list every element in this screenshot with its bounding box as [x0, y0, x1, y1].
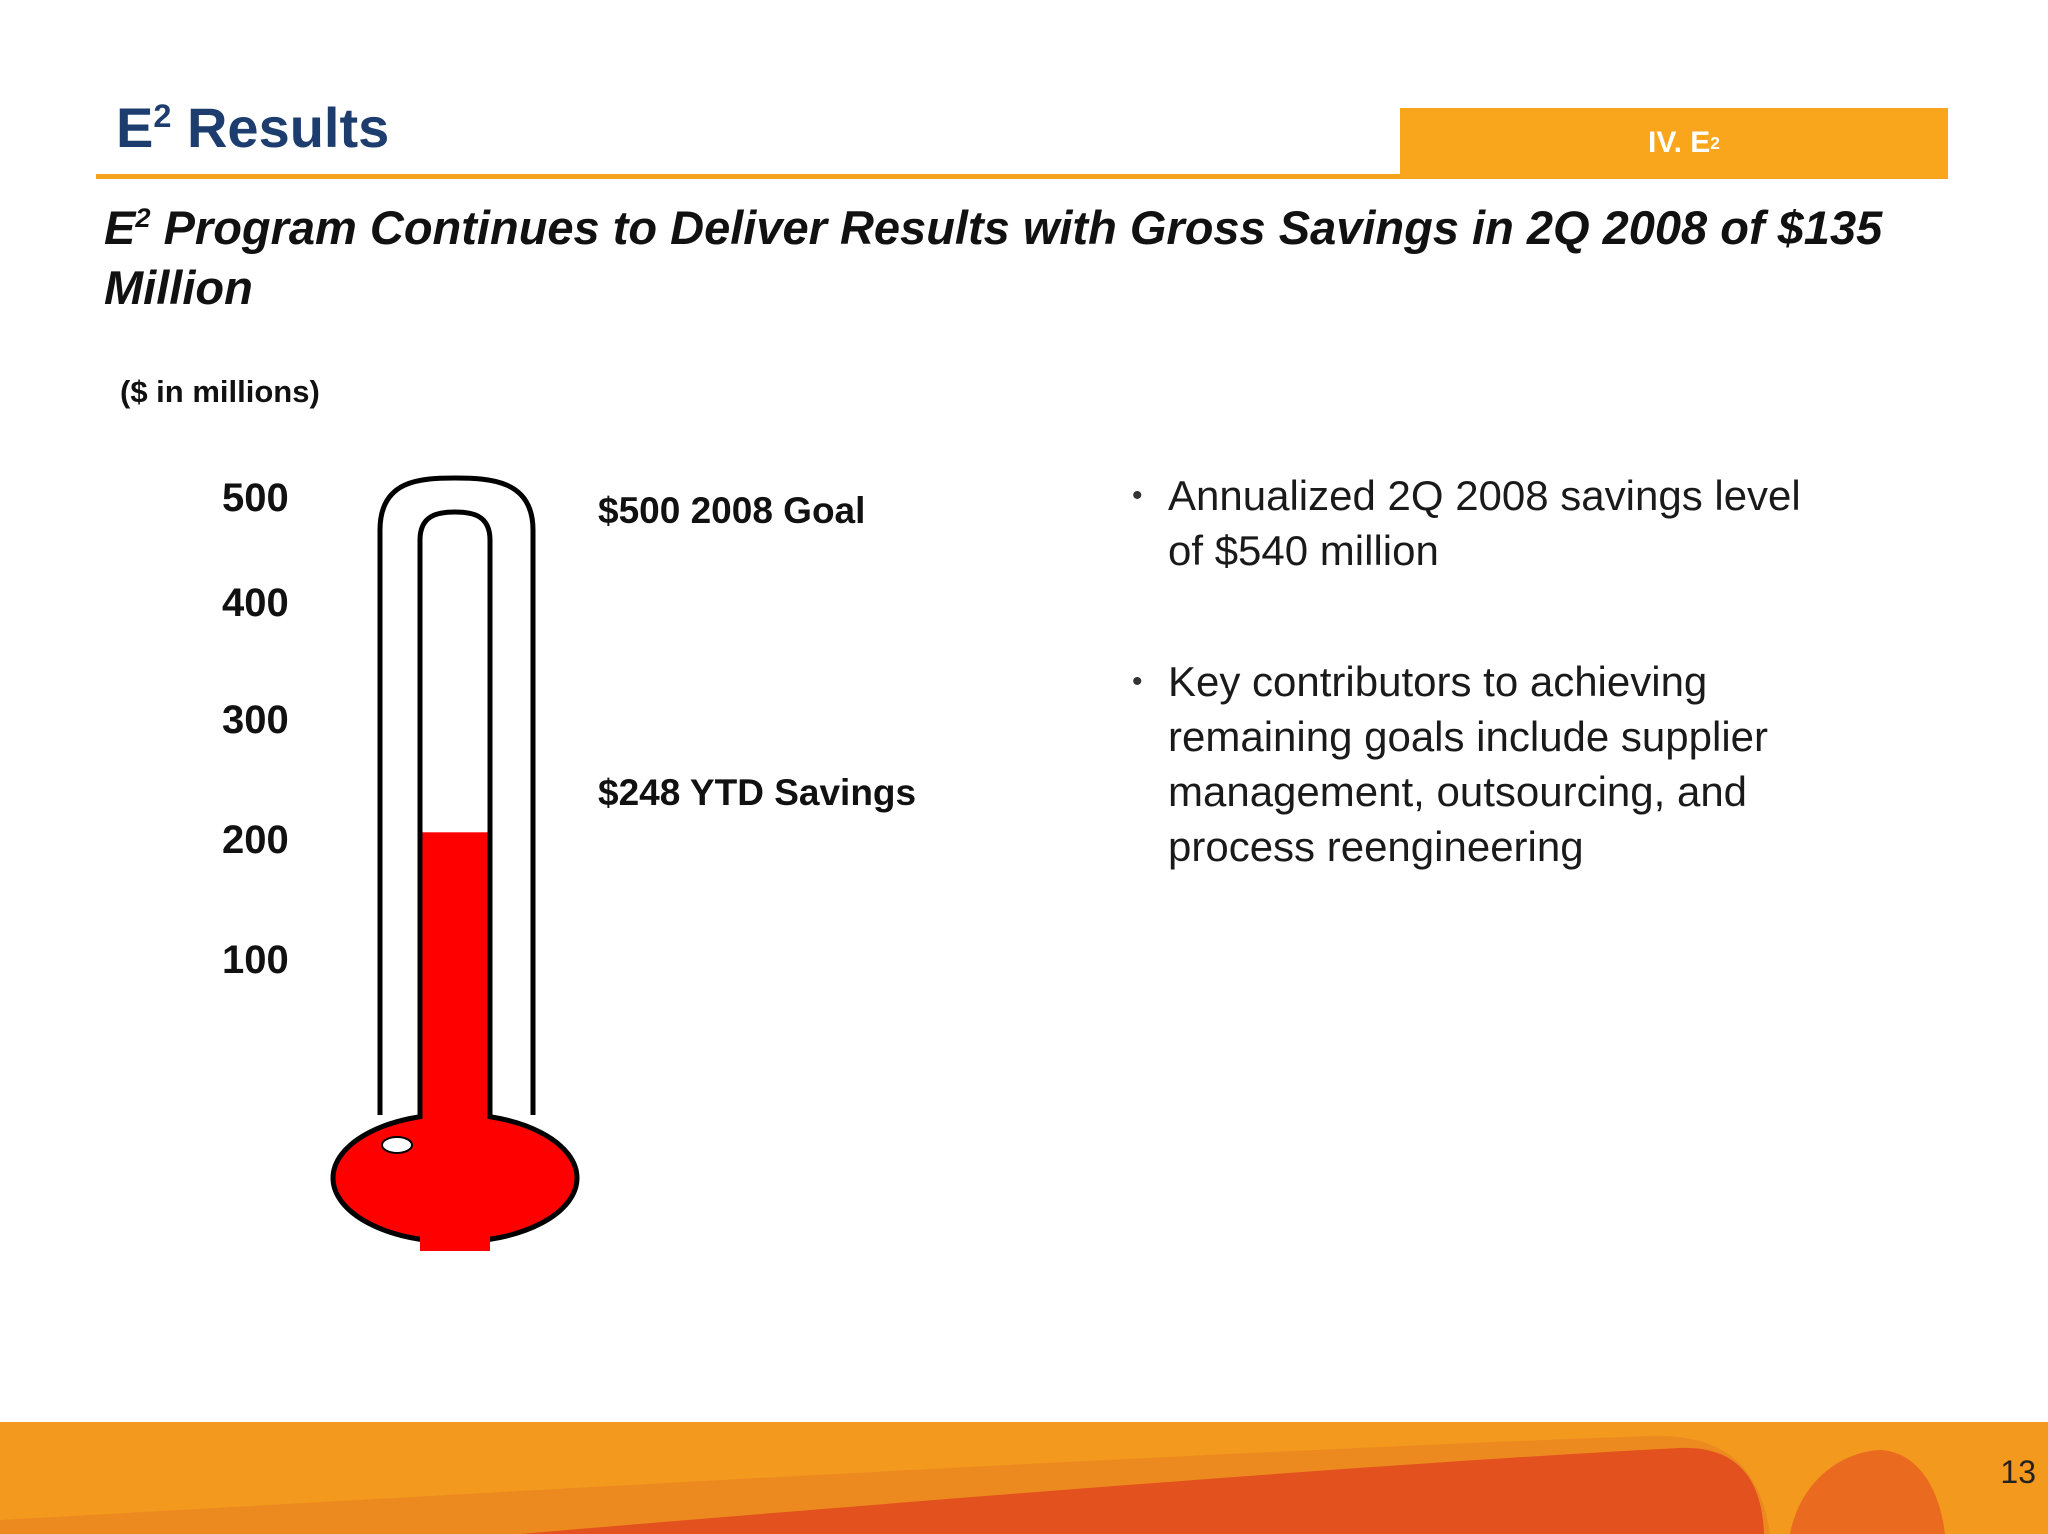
header-rule: [96, 174, 1948, 179]
bullet-marker: •: [1132, 479, 1143, 512]
page-number: 13: [2000, 1454, 2036, 1490]
slide-subtitle: E2 Program Continues to Deliver Results …: [104, 198, 1984, 318]
bulb-base: [420, 1235, 490, 1251]
footer-swoosh-dark: [520, 1447, 1764, 1534]
y-tick-label-200: 200: [222, 818, 289, 862]
bulb-highlight: [381, 1136, 413, 1154]
bullet-text: Key contributors to achieving remaining …: [1168, 658, 1769, 870]
subtitle-superscript: 2: [135, 202, 151, 234]
slide-title-superscript: 2: [153, 97, 172, 134]
bullet-list: • Annualized 2Q 2008 savings level of $5…: [1126, 468, 1826, 950]
bulb-neck: [422, 1100, 488, 1140]
y-tick-label-400: 400: [222, 581, 289, 625]
y-tick-label-500: 500: [222, 476, 289, 520]
slide-title-rest: Results: [171, 96, 390, 159]
y-tick-label-300: 300: [222, 698, 289, 742]
footer-swoosh-right: [1790, 1450, 1945, 1534]
chart-unit-label: ($ in millions): [120, 374, 320, 409]
bullet-marker: •: [1132, 665, 1143, 698]
bullet-item: • Key contributors to achieving remainin…: [1126, 654, 1826, 874]
section-tab-text: IV. E: [1648, 126, 1711, 159]
thermometer-chart: [330, 475, 580, 1251]
bullet-text: Annualized 2Q 2008 savings level of $540…: [1168, 472, 1801, 574]
slide-title: E2 Results: [116, 100, 389, 156]
slide-title-text: E: [116, 96, 154, 159]
bullet-item: • Annualized 2Q 2008 savings level of $5…: [1126, 468, 1826, 578]
footer-band: [0, 1422, 2048, 1534]
y-tick-label-100: 100: [222, 938, 289, 982]
ytd-savings-annotation: $248 YTD Savings: [598, 772, 917, 813]
mercury-bar: [422, 832, 488, 1130]
subtitle-text: Program Continues to Deliver Results wit…: [104, 201, 1883, 314]
goal-annotation: $500 2008 Goal: [598, 490, 866, 531]
subtitle-prefix: E: [104, 201, 136, 254]
